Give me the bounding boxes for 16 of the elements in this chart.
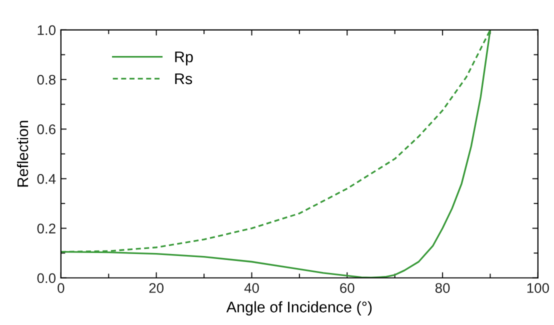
y-tick-label: 1.0 [38,25,56,36]
x-tick-label: 100 [527,283,549,293]
y-tick-label: 0.8 [37,74,56,85]
y-tick-label: 0.2 [37,224,56,234]
x-tick-label: 60 [340,283,354,293]
y-tick-label: 0.0 [37,273,56,284]
x-tick-label: 20 [149,283,164,293]
x-tick-label: 80 [435,283,450,293]
legend-label: Rp [175,52,193,66]
y-tick-label: 0.4 [37,174,56,184]
legend-label: Rs [175,74,192,84]
x-axis-title: Angle of Incidence (°) [226,301,372,316]
y-axis-title: Reflection [16,120,28,187]
y-tick-label: 0.6 [37,124,56,134]
x-tick-label: 40 [244,283,259,293]
x-tick-label: 0 [58,283,64,293]
